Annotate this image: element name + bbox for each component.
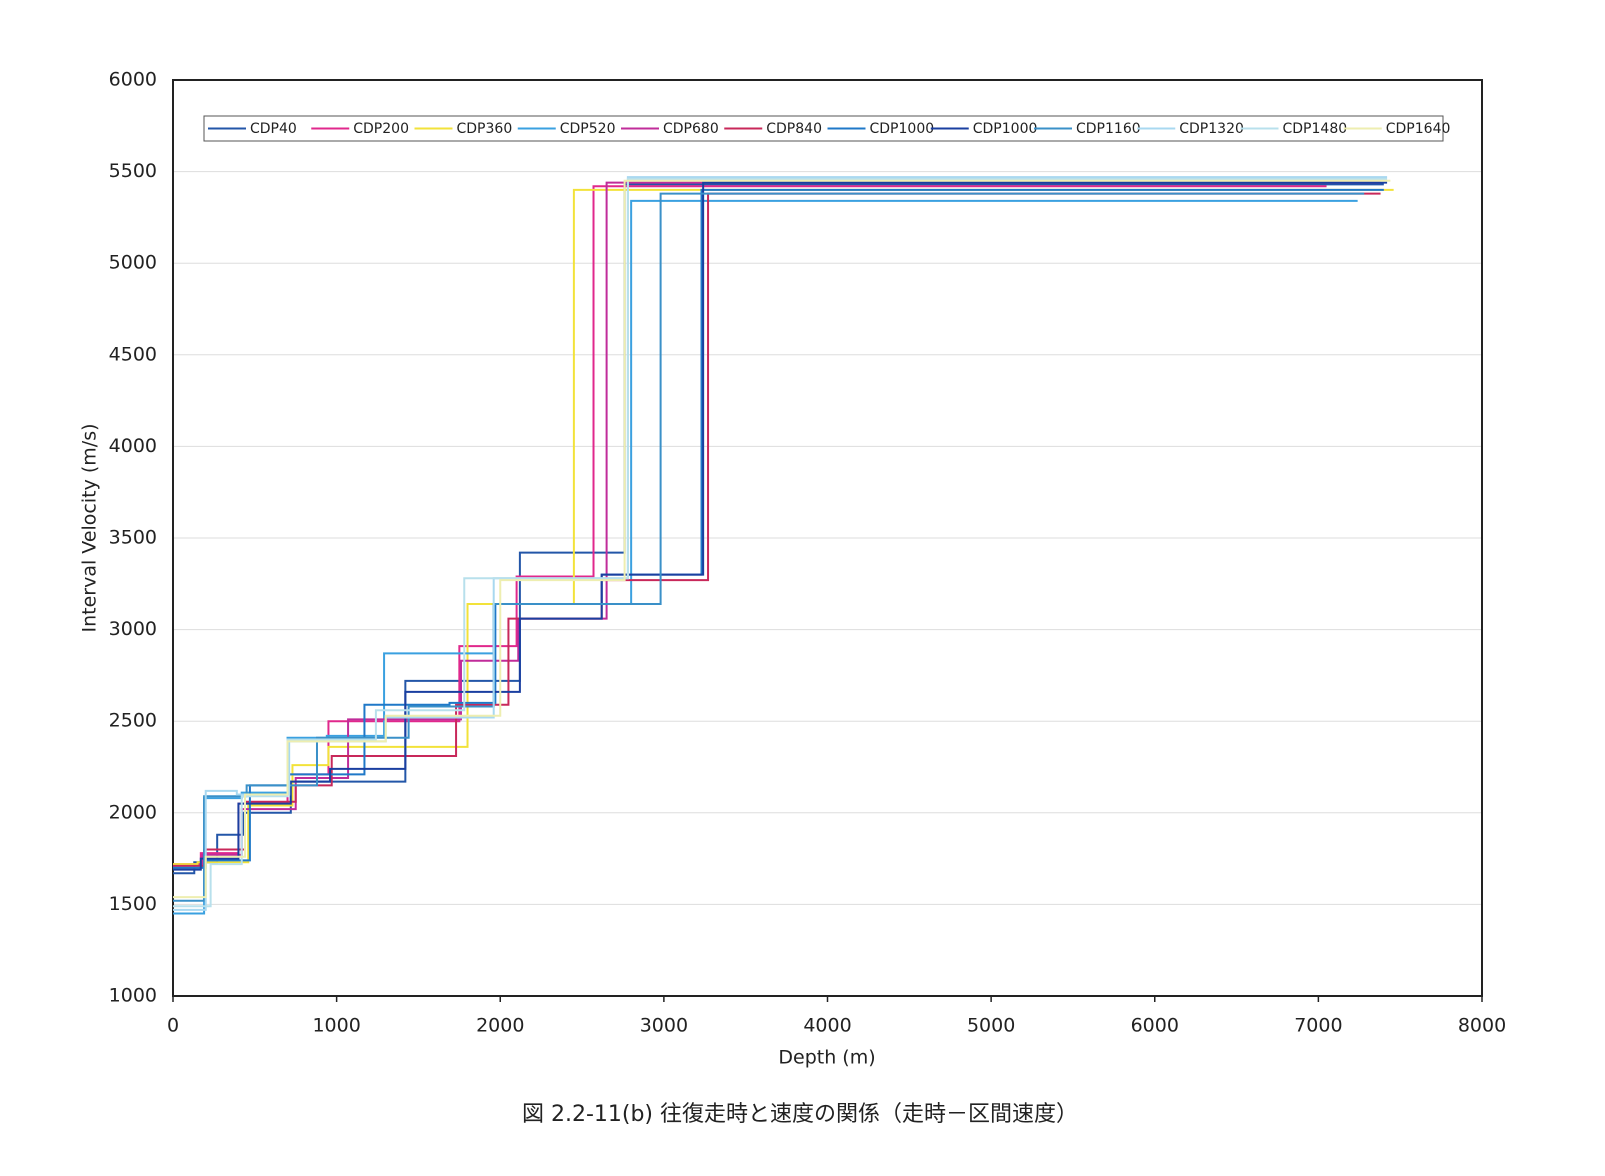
series-line (173, 181, 1388, 871)
x-axis-label: Depth (m) (778, 1047, 875, 1069)
y-tick-label: 3500 (109, 527, 157, 549)
legend-label: CDP520 (560, 121, 616, 137)
legend-label: CDP1640 (1386, 121, 1451, 137)
legend-label: CDP1000 (973, 121, 1038, 137)
series-line (173, 188, 1384, 869)
legend-label: CDP1320 (1179, 121, 1244, 137)
series-line (173, 181, 1381, 869)
x-tick-label: 5000 (967, 1015, 1015, 1037)
series-line (173, 183, 1384, 875)
legend-label: CDP360 (457, 121, 513, 137)
x-tick-label: 6000 (1131, 1015, 1179, 1037)
y-tick-label: 5500 (109, 160, 157, 182)
y-tick-label: 2500 (109, 710, 157, 732)
y-tick-label: 1500 (109, 893, 157, 915)
series-line (173, 177, 1388, 908)
series-line (173, 185, 1327, 866)
series-line (173, 192, 1365, 902)
x-tick-label: 2000 (476, 1015, 524, 1037)
y-tick-label: 1000 (109, 985, 157, 1007)
series-line (173, 192, 1381, 867)
y-tick-label: 2000 (109, 801, 157, 823)
x-tick-label: 1000 (312, 1015, 360, 1037)
legend-label: CDP40 (250, 121, 297, 137)
y-tick-label: 6000 (109, 69, 157, 91)
legend-label: CDP1000 (870, 121, 935, 137)
x-tick-label: 8000 (1458, 1015, 1506, 1037)
y-axis-label: Interval Velocity (m/s) (79, 423, 101, 632)
y-tick-label: 5000 (109, 252, 157, 274)
legend-label: CDP680 (663, 121, 719, 137)
legend-box (203, 115, 1444, 142)
series-line (173, 188, 1394, 866)
legend-label: CDP840 (766, 121, 822, 137)
legend-label: CDP1480 (1283, 121, 1348, 137)
x-tick-label: 7000 (1294, 1015, 1342, 1037)
legend-label: CDP1160 (1076, 121, 1141, 137)
series-line (173, 176, 1388, 911)
x-tick-label: 0 (167, 1015, 179, 1037)
caption: 図 2.2-11(b) 往復走時と速度の関係（走時－区間速度） (522, 1102, 1078, 1127)
x-tick-label: 3000 (640, 1015, 688, 1037)
x-tick-label: 4000 (803, 1015, 851, 1037)
series-line (173, 179, 1391, 899)
y-tick-label: 3000 (109, 618, 157, 640)
y-tick-label: 4500 (109, 343, 157, 365)
legend-label: CDP200 (353, 121, 409, 137)
series-line (173, 199, 1358, 915)
plot-frame (172, 79, 1483, 997)
y-tick-label: 4000 (109, 435, 157, 457)
